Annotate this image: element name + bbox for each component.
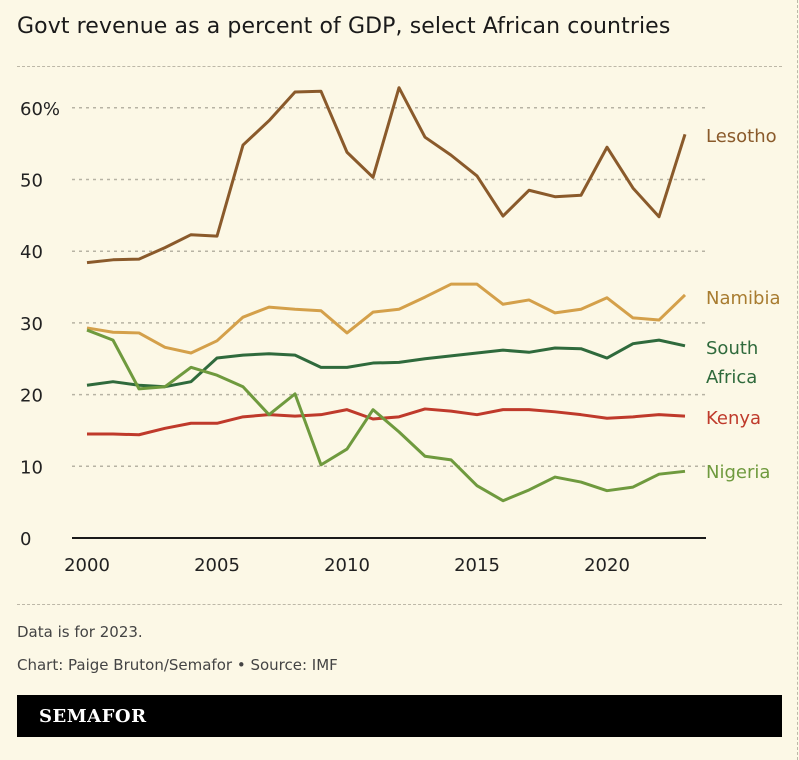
series-label: South <box>706 338 758 359</box>
y-tick-label: 30 <box>20 314 43 335</box>
y-tick-label: 60% <box>20 99 60 120</box>
y-tick-label: 50 <box>20 171 43 192</box>
semafor-logo: SEMAFOR <box>39 706 147 727</box>
right-border <box>797 0 798 760</box>
source-credit: Chart: Paige Bruton/Semafor • Source: IM… <box>17 656 338 674</box>
title-divider <box>17 66 782 67</box>
series-line-nigeria <box>86 328 686 503</box>
x-tick-label: 2015 <box>454 555 500 576</box>
y-tick-label: 10 <box>20 457 43 478</box>
y-tick-label: 0 <box>20 529 31 550</box>
footer-divider <box>17 604 782 605</box>
x-tick-label: 2010 <box>324 555 370 576</box>
series-line-kenya <box>87 407 686 437</box>
line-chart: 0 10 20 30 40 50 60% 2000 2005 2010 2015 2020 Lesoth… <box>20 86 781 576</box>
data-note: Data is for 2023. <box>17 623 143 641</box>
brand-banner: SEMAFOR <box>17 695 782 737</box>
series-label: Kenya <box>706 408 761 429</box>
series-line-lesotho <box>86 86 687 265</box>
x-tick-label: 2020 <box>584 555 630 576</box>
series-label: Africa <box>706 367 757 388</box>
y-tick-label: 40 <box>20 242 43 263</box>
series-line-south-africa <box>86 338 686 389</box>
y-tick-label: 20 <box>20 386 43 407</box>
series-line-namibia <box>86 282 687 355</box>
series-label: Nigeria <box>706 462 770 483</box>
series-label: Namibia <box>706 288 781 309</box>
series-label: Lesotho <box>706 126 777 147</box>
x-tick-label: 2005 <box>194 555 240 576</box>
chart-title: Govt revenue as a percent of GDP, select… <box>17 14 671 39</box>
x-tick-label: 2000 <box>64 555 110 576</box>
